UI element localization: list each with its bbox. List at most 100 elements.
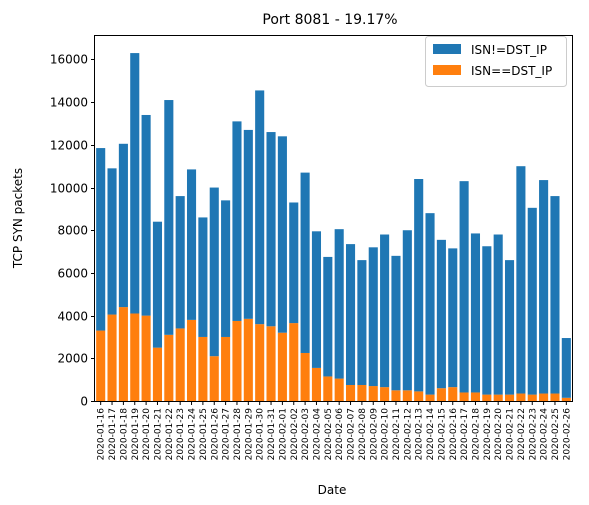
bar-isn-eq-dst-ip	[414, 391, 424, 401]
bar-isn-eq-dst-ip	[96, 330, 106, 401]
bar-isn-eq-dst-ip	[493, 394, 503, 401]
bar-isn-eq-dst-ip	[232, 320, 242, 401]
bar-isn-eq-dst-ip	[209, 356, 219, 401]
bar-isn-ne-dst-ip	[334, 229, 344, 379]
y-axis: 0 2000 4000 6000 8000 10000 12000 14000 16000	[50, 53, 95, 409]
plot-frame	[94, 35, 573, 402]
bar-isn-ne-dst-ip	[289, 202, 299, 324]
bar-isn-eq-dst-ip	[436, 388, 446, 401]
bar-isn-eq-dst-ip	[459, 392, 469, 401]
x-tick-label: 2020-01-25	[199, 408, 209, 460]
bar-isn-ne-dst-ip	[345, 244, 356, 385]
bar-isn-eq-dst-ip	[380, 387, 390, 401]
legend-swatch	[433, 65, 461, 75]
bar-isn-eq-dst-ip	[198, 336, 208, 401]
x-tick-label: 2020-02-17	[460, 408, 470, 460]
bar-isn-ne-dst-ip	[436, 239, 446, 389]
legend-label: ISN==DST_IP	[471, 64, 552, 78]
bar-isn-eq-dst-ip	[175, 328, 185, 401]
bar-isn-ne-dst-ip	[130, 53, 140, 314]
x-tick-label: 2020-01-18	[119, 408, 129, 461]
bar-isn-ne-dst-ip	[107, 168, 117, 315]
x-tick-label: 2020-01-27	[222, 408, 232, 460]
x-tick-label: 2020-02-10	[381, 408, 391, 461]
x-tick-label: 2020-02-06	[335, 408, 345, 461]
bar-isn-ne-dst-ip	[232, 121, 242, 321]
bar-isn-eq-dst-ip	[561, 397, 571, 401]
bar-isn-eq-dst-ip	[368, 386, 378, 401]
x-tick-label: 2020-02-18	[471, 408, 481, 461]
bar-isn-eq-dst-ip	[516, 393, 526, 401]
bar-isn-eq-dst-ip	[323, 376, 333, 401]
y-tick-label: 10000	[50, 182, 88, 196]
bar-isn-eq-dst-ip	[482, 394, 492, 401]
bar-isn-eq-dst-ip	[527, 394, 537, 401]
bar-isn-eq-dst-ip	[300, 352, 310, 401]
x-tick-label: 2020-02-13	[415, 408, 425, 460]
bar-isn-ne-dst-ip	[459, 181, 469, 393]
bar-isn-eq-dst-ip	[448, 387, 458, 401]
x-tick-label: 2020-02-04	[312, 408, 322, 461]
y-tick-label: 2000	[57, 352, 88, 366]
x-tick-label: 2020-02-20	[494, 408, 504, 461]
x-tick-label: 2020-01-28	[233, 408, 243, 461]
bar-isn-ne-dst-ip	[504, 260, 515, 395]
bars	[96, 53, 571, 401]
x-tick-label: 2020-02-02	[290, 408, 300, 460]
bar-isn-eq-dst-ip	[539, 393, 549, 401]
bar-isn-ne-dst-ip	[141, 114, 151, 316]
bar-isn-ne-dst-ip	[391, 255, 401, 391]
bar-isn-ne-dst-ip	[368, 247, 378, 387]
x-tick-label: 2020-02-12	[403, 408, 413, 460]
bar-isn-ne-dst-ip	[152, 221, 163, 348]
bar-isn-eq-dst-ip	[107, 314, 117, 401]
x-tick-label: 2020-02-14	[426, 408, 436, 461]
bar-isn-ne-dst-ip	[527, 207, 537, 395]
y-tick-label: 14000	[50, 96, 88, 110]
x-tick-label: 2020-01-21	[153, 408, 163, 460]
x-tick-label: 2020-02-07	[347, 408, 357, 460]
y-tick-label: 4000	[57, 310, 88, 324]
bar-isn-eq-dst-ip	[266, 326, 276, 401]
legend-swatch	[433, 44, 461, 54]
x-axis: 2020-01-16 2020-01-17 2020-01-18 2020-01-19…	[97, 401, 572, 461]
bar-isn-ne-dst-ip	[414, 179, 424, 392]
bar-isn-ne-dst-ip	[311, 231, 322, 368]
x-tick-label: 2020-01-19	[131, 408, 141, 461]
bar-isn-ne-dst-ip	[266, 132, 276, 327]
x-tick-label: 2020-02-03	[301, 408, 311, 460]
bar-isn-eq-dst-ip	[152, 347, 163, 401]
bar-isn-eq-dst-ip	[164, 334, 174, 401]
x-tick-label: 2020-01-23	[176, 408, 186, 460]
x-tick-label: 2020-01-24	[188, 408, 198, 461]
bar-isn-ne-dst-ip	[482, 246, 492, 395]
bar-isn-ne-dst-ip	[550, 196, 560, 394]
x-tick-label: 2020-02-24	[540, 408, 550, 461]
bar-isn-ne-dst-ip	[425, 213, 435, 395]
bar-isn-eq-dst-ip	[186, 319, 197, 401]
bar-isn-eq-dst-ip	[504, 394, 515, 401]
x-tick-label: 2020-02-23	[528, 408, 538, 460]
y-axis-label: TCP SYN packets	[11, 168, 25, 269]
bar-isn-ne-dst-ip	[164, 100, 174, 335]
bar-isn-eq-dst-ip	[470, 392, 481, 401]
bar-isn-ne-dst-ip	[516, 166, 526, 394]
bar-isn-ne-dst-ip	[470, 233, 481, 393]
bar-isn-eq-dst-ip	[311, 367, 322, 401]
x-tick-label: 2020-02-25	[551, 408, 561, 460]
bar-isn-ne-dst-ip	[96, 148, 106, 331]
bar-isn-eq-dst-ip	[243, 318, 253, 401]
bar-isn-ne-dst-ip	[209, 187, 219, 357]
x-tick-label: 2020-01-31	[267, 408, 277, 460]
bar-isn-ne-dst-ip	[243, 129, 253, 319]
x-tick-label: 2020-02-05	[324, 408, 334, 460]
bar-isn-ne-dst-ip	[300, 172, 310, 353]
bar-isn-eq-dst-ip	[345, 384, 356, 401]
x-tick-label: 2020-02-11	[392, 408, 402, 460]
x-tick-label: 2020-02-22	[517, 408, 527, 460]
x-tick-label: 2020-02-01	[278, 408, 288, 460]
bar-isn-eq-dst-ip	[402, 390, 412, 401]
y-tick-label: 6000	[57, 267, 88, 281]
x-tick-label: 2020-01-20	[142, 408, 152, 461]
